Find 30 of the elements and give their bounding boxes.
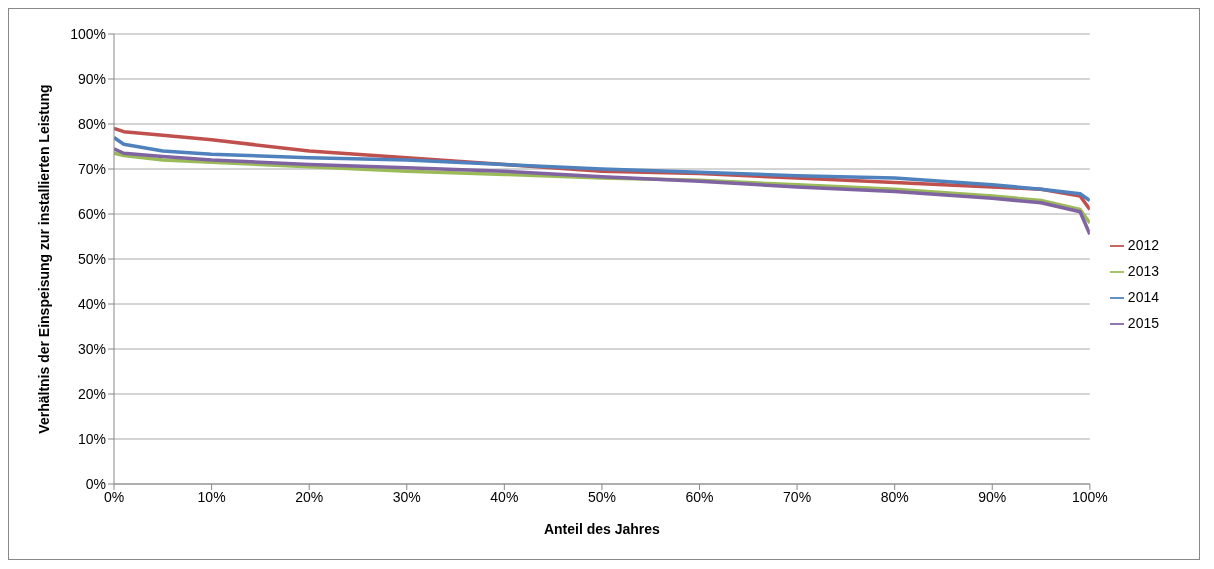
x-tick-label: 70%: [783, 488, 812, 505]
x-tick-label: 60%: [685, 488, 714, 505]
y-tick-label: 0%: [85, 475, 106, 492]
x-tick-label: 20%: [295, 488, 324, 505]
x-tick-label: 10%: [197, 488, 226, 505]
y-tick-label: 50%: [77, 250, 106, 267]
y-tick-label: 100%: [70, 25, 106, 42]
x-tick-label: 50%: [587, 488, 616, 505]
x-tick-label: 30%: [392, 488, 421, 505]
x-axis-title: Anteil des Jahres: [543, 521, 661, 537]
y-tick-label: 10%: [77, 430, 106, 447]
legend-label: 2013: [1127, 263, 1159, 279]
y-axis-title: Verhältnis der Einspeisung zur installierten Leistung: [35, 84, 52, 434]
y-tick-label: 90%: [77, 70, 106, 87]
x-tick-label: 90%: [978, 488, 1007, 505]
y-tick-label: 60%: [77, 205, 106, 222]
y-tick-label: 70%: [77, 160, 106, 177]
y-tick-label: 30%: [77, 340, 106, 357]
y-tick-label: 80%: [77, 115, 106, 132]
y-tick-label: 40%: [77, 295, 106, 312]
x-tick-label: 0%: [103, 488, 125, 505]
legend-label: 2012: [1127, 237, 1159, 253]
x-tick-label: 40%: [490, 488, 519, 505]
legend-label: 2015: [1127, 315, 1159, 331]
line-series: [114, 135, 1090, 203]
line-series: [114, 147, 1090, 236]
y-tick-label: 20%: [77, 385, 106, 402]
x-tick-label: 100%: [1071, 488, 1108, 505]
x-tick-label: 80%: [880, 488, 909, 505]
legend-label: 2014: [1127, 289, 1159, 305]
